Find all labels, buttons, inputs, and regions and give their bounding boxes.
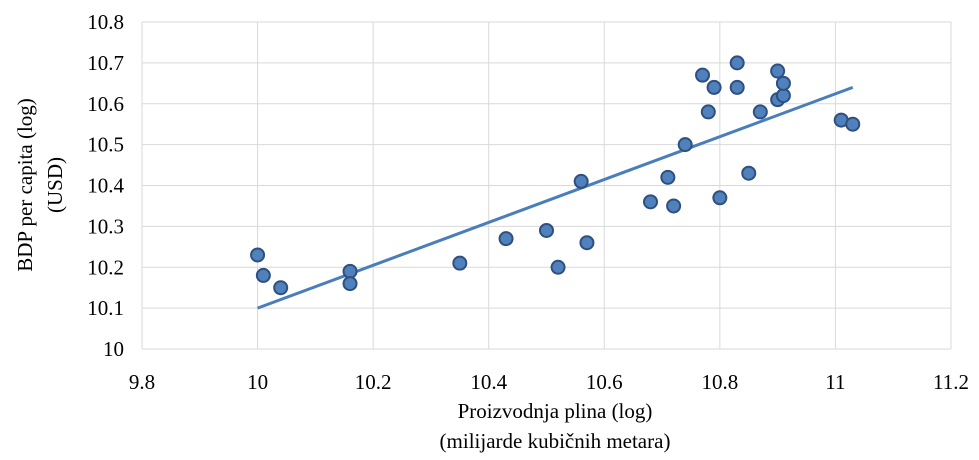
y-tick-label: 10.1 — [87, 296, 124, 320]
data-point — [579, 235, 595, 251]
x-tick-label: 10.2 — [355, 370, 392, 394]
y-tick-label: 10.6 — [87, 92, 124, 116]
x-tick-label: 10.4 — [470, 370, 507, 394]
data-point — [273, 280, 289, 296]
y-axis-title-line2: (USD) — [43, 157, 67, 213]
data-point — [729, 55, 745, 71]
y-tick-label: 10.3 — [87, 214, 124, 238]
y-tick-label: 10.7 — [87, 51, 124, 75]
data-point — [550, 259, 566, 275]
data-point — [706, 79, 722, 95]
data-point — [677, 137, 693, 153]
grid — [141, 21, 952, 350]
data-points — [250, 55, 861, 296]
y-axis-title-line1: BDP per capita (log) — [13, 98, 37, 272]
data-point — [539, 222, 554, 238]
data-point — [342, 263, 358, 279]
data-point — [643, 194, 659, 210]
data-point — [255, 267, 271, 283]
x-axis-title-line2: (milijarde kubičnih metara) — [440, 429, 671, 453]
x-tick-label: 10.6 — [586, 370, 623, 394]
y-tick-label: 10.2 — [87, 255, 124, 279]
data-point — [342, 276, 358, 292]
data-point — [660, 169, 676, 185]
data-point — [250, 247, 266, 263]
data-point — [775, 88, 791, 104]
x-tick-label: 10.8 — [701, 370, 738, 394]
y-tick-label: 10.8 — [87, 10, 124, 34]
x-tick-labels: 9.8 10 10.2 10.4 10.6 10.8 11 11.2 — [129, 370, 969, 394]
data-point — [770, 63, 786, 79]
data-point — [573, 173, 589, 189]
data-point — [741, 165, 757, 181]
y-tick-label: 10.5 — [87, 133, 124, 157]
data-point — [666, 198, 682, 214]
data-point — [452, 255, 468, 271]
x-tick-label: 11.2 — [933, 370, 969, 394]
y-tick-label: 10.4 — [87, 174, 124, 198]
data-point — [775, 75, 791, 91]
y-tick-label: 10 — [103, 337, 124, 361]
data-point — [695, 67, 711, 83]
data-point — [845, 116, 861, 132]
x-tick-label: 11 — [825, 370, 845, 394]
x-tick-label: 10 — [247, 370, 268, 394]
data-point — [498, 231, 514, 247]
data-point — [712, 190, 728, 206]
x-tick-label: 9.8 — [129, 370, 155, 394]
data-point — [752, 104, 768, 120]
x-axis-title-line1: Proizvodnja plina (log) — [458, 399, 653, 423]
y-tick-labels: 10 10.1 10.2 10.3 10.4 10.5 10.6 10.7 10.8 — [87, 10, 124, 361]
data-point — [700, 104, 716, 120]
data-point — [729, 79, 745, 95]
